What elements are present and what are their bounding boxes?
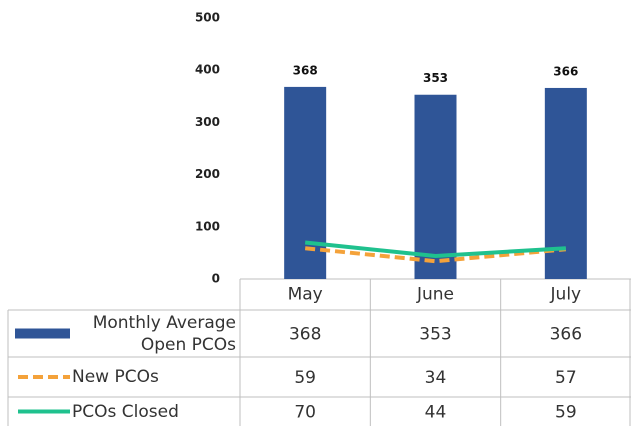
line [304,240,566,259]
x-tick-label: May [288,285,323,305]
bar [414,94,457,279]
data-label: 353 [423,71,448,85]
y-tick-label: 0 [212,272,220,286]
y-tick-label: 200 [195,167,220,181]
data-label: 368 [293,63,318,77]
y-tick-label: 400 [195,63,220,77]
table-value: 57 [555,368,577,388]
table-value: 353 [419,325,451,345]
table-value: 70 [294,403,316,423]
table-value: 44 [425,403,447,423]
table-value: 368 [289,325,321,345]
table-value: 59 [294,368,316,388]
table-value: 366 [550,325,582,345]
y-tick-label: 300 [195,115,220,129]
line [304,246,567,264]
legend-label: PCOs Closed [72,401,179,422]
bar [284,86,327,280]
table-value: 34 [425,368,447,388]
table-value: 59 [555,403,577,423]
legend-label: Monthly Average Open PCOs [92,312,236,355]
legend-key [15,328,70,339]
y-tick-label: 100 [195,219,220,233]
x-tick-label: July [550,285,582,305]
legend-label: New PCOs [72,367,159,387]
y-tick-label: 500 [195,11,220,25]
x-tick-label: June [416,285,454,305]
data-label: 366 [553,64,578,78]
